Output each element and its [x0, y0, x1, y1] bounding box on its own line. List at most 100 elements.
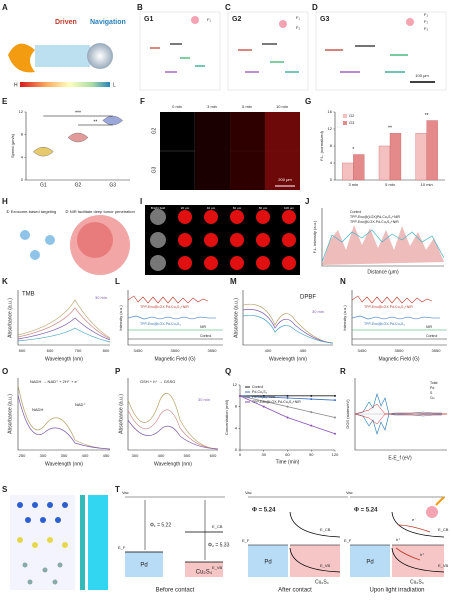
- point: [310, 424, 313, 427]
- x-tick-label: 3550: [208, 348, 218, 353]
- panel-bcd: G1 G2 G3 F₁ F₁ F₂ F₁ F₂ F₃ 100 μm: [139, 11, 447, 91]
- label: H: [14, 82, 18, 88]
- axis-label: Wavelength (nm): [45, 356, 83, 362]
- x-tick-label: 5 min: [385, 182, 395, 187]
- y-tick-label: 0: [21, 177, 24, 182]
- legend-label: S: [430, 391, 433, 395]
- label: Φ₂ = 5.33: [208, 542, 230, 548]
- x-tick-label: 250: [19, 453, 26, 458]
- label: Driven: [55, 19, 77, 26]
- label: h⁺: [396, 537, 400, 542]
- label: 30 min: [95, 295, 107, 300]
- beam: [35, 45, 90, 67]
- x-tick-label: G3: [109, 182, 116, 188]
- label: G2: [232, 16, 241, 23]
- axis-label: Magnetic Field (G): [378, 356, 419, 362]
- label: G3: [320, 16, 329, 23]
- point: [286, 394, 289, 397]
- point: [262, 400, 265, 403]
- label: G2: [151, 127, 157, 134]
- label: 100 μm: [284, 206, 295, 210]
- label: 20 μm: [181, 206, 190, 210]
- label: 80 μm: [259, 206, 268, 210]
- label: 5 min: [242, 104, 252, 109]
- x-tick-label: 3550: [432, 348, 442, 353]
- bar: [426, 120, 438, 181]
- point: [286, 405, 289, 408]
- point: [286, 397, 289, 399]
- x-tick-label: 30: [262, 452, 267, 457]
- annotation: **: [388, 126, 392, 132]
- y-tick-label: 12: [19, 109, 24, 114]
- label: NADH: [32, 407, 43, 412]
- legend-label: TPP-Exo@LOX-Pd-Cu₂S₄: [140, 322, 181, 326]
- annotation: **: [93, 119, 97, 125]
- particle: [87, 43, 113, 69]
- panel-k: TMB 30 min 500 600 700 800 Wavelength (n…: [7, 290, 111, 362]
- point: [334, 399, 336, 402]
- axis-label: Magnetic Field (G): [154, 356, 195, 362]
- legend-label: Total: [430, 381, 438, 385]
- bar: [389, 133, 402, 181]
- colorbar: [20, 82, 110, 87]
- point: [310, 398, 313, 401]
- x-tick-label: 350: [61, 453, 68, 458]
- panel-letter: L: [115, 277, 120, 286]
- label: h⁺: [420, 552, 424, 557]
- label: 30 min: [198, 397, 210, 402]
- label: E_F: [344, 538, 352, 543]
- panel-r: Total Pd S Cu E-E_f (eV) DOS (states/eV): [345, 378, 448, 461]
- point: [262, 395, 265, 398]
- label: Cu₂S₄: [196, 570, 213, 576]
- panel-a: Driven Navigation H L: [8, 19, 126, 88]
- legend-label: Cu: [430, 396, 435, 400]
- label: E_VB: [212, 565, 223, 570]
- x-tick-label: 3450: [358, 348, 368, 353]
- label: F₂: [296, 25, 300, 30]
- y-tick-label: 0: [330, 177, 333, 182]
- axis-label: Absorbance (a.u.): [7, 394, 13, 434]
- bar: [342, 162, 354, 181]
- label: E_VB: [320, 563, 331, 568]
- legend-label: G2: [349, 113, 355, 118]
- panel-letter: A: [2, 3, 8, 12]
- label: F₁: [424, 12, 428, 17]
- legend-label: Pd-Cu₂S₄: [252, 390, 268, 394]
- x-tick-label: 300: [132, 453, 139, 458]
- y-tick-label: 8: [21, 132, 24, 137]
- label: F₁: [207, 17, 211, 22]
- panel-t: Vac Vac Vac Φ₁ = 5.22 Φ₂ = 5.33 E_CB E_V…: [118, 490, 449, 594]
- x-tick-label: 600: [47, 348, 54, 353]
- legend-label: TPP-Exo@LOX-Pd-Cu₂S₄+NIR: [140, 305, 189, 309]
- legend-label: TPP-Exo@LOX-Pd-Cu₂S₄+NIR: [350, 220, 399, 224]
- y-tick-label: 4: [330, 160, 333, 165]
- axis-label: Intensity (a.u.): [118, 305, 123, 331]
- point: [310, 394, 313, 397]
- label: 30 min: [312, 309, 324, 314]
- label: Φ = 5.24: [354, 508, 378, 514]
- x-tick-label: 60: [285, 452, 290, 457]
- scale-bar: 200 μm: [278, 177, 292, 182]
- panel-letter: P: [115, 367, 121, 376]
- panel-letter: H: [2, 197, 8, 206]
- label: 10 min: [276, 104, 288, 109]
- annotation: *: [352, 147, 354, 153]
- panel-letter: T: [115, 485, 120, 494]
- axis-label: Speed (μm/s): [10, 133, 15, 158]
- x-tick-label: 3 min: [348, 182, 358, 187]
- panel-letter: J: [305, 197, 309, 206]
- point: [239, 394, 241, 397]
- point: [334, 416, 336, 419]
- label: G1: [144, 16, 153, 23]
- legend-swatch: [343, 114, 347, 118]
- panel-letter: F: [140, 97, 145, 106]
- x-tick-label: 90: [309, 452, 314, 457]
- label: F₁: [296, 15, 300, 20]
- label: TMB: [22, 292, 35, 298]
- label: F₂: [424, 19, 428, 24]
- label: 0 min: [172, 104, 182, 109]
- label: ① Exosome-based targeting: [6, 209, 56, 214]
- x-tick-label: 300: [40, 453, 47, 458]
- y-tick-label: 8: [235, 404, 238, 409]
- panel-n: TPP-Exo@LOX-Pd-Cu₂S₄+NIR TPP-Exo@LOX-Pd-…: [342, 290, 447, 362]
